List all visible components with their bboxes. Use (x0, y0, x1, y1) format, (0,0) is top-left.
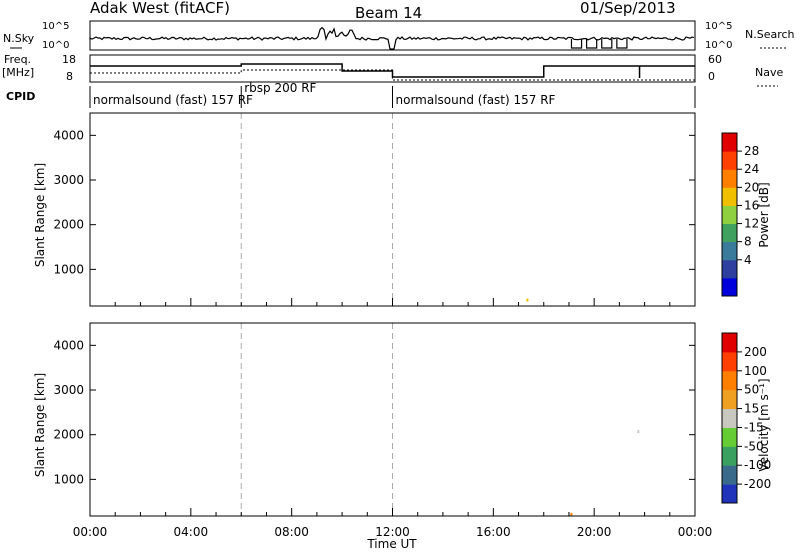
freq-panel (89, 54, 696, 83)
colorbar-segment (722, 351, 737, 372)
colorbar-segment (722, 427, 737, 447)
data-cell (637, 430, 640, 434)
cpid-label: CPID (6, 90, 35, 103)
cpid-segment-label: normalsound (fast) 157 RF (93, 93, 253, 107)
colorbar-tick: 28 (744, 144, 759, 158)
colorbar-segment (722, 484, 737, 504)
colorbar-tick: 24 (744, 162, 759, 176)
velocity-cbar-label: Velocity [m s⁻¹] (757, 378, 771, 471)
beam-label: Beam 14 (355, 4, 422, 22)
velocity-colorbar: 200 100 50 15 -15 -50 -100 -200 (721, 332, 771, 504)
colorbar-tick: -15 (744, 420, 764, 434)
x-axis-label: Time UT (366, 537, 417, 551)
colorbar-segment (722, 151, 737, 170)
power-cbar-label: Power [dB] (757, 182, 771, 247)
colorbar-segment (722, 389, 737, 410)
nsky-trace (89, 26, 695, 50)
colorbar-tick: 50 (744, 383, 759, 397)
nsearch-label: N.Search (745, 28, 795, 41)
colorbar-segment (722, 133, 737, 152)
freq-trace (90, 63, 695, 78)
colorbar-segment (722, 446, 737, 466)
x-tick-label: 04:00 (174, 525, 209, 539)
title: Adak West (fitACF) (90, 0, 230, 17)
mhz-label: [MHz] (2, 66, 34, 79)
nave-label: Nave (755, 66, 783, 79)
colorbar-tick: -100 (744, 458, 771, 472)
nsky-tick-lo: 10^0 (42, 40, 69, 51)
colorbar-segment (722, 223, 737, 243)
data-cell (570, 512, 573, 516)
nsearch-tick-hi: 10^5 (705, 21, 732, 32)
colorbar-tick: -50 (744, 439, 764, 453)
nave-trace (90, 69, 695, 81)
colorbar-segment (722, 465, 737, 485)
nsearch-tick-lo: 10^0 (705, 40, 732, 51)
y-tick-label: 2000 (53, 218, 84, 232)
colorbar-tick: 8 (744, 235, 752, 249)
x-tick-label: 12:00 (375, 525, 410, 539)
colorbar-tick: 100 (744, 364, 767, 378)
y-tick-label: 1000 (53, 262, 84, 276)
colorbar-segment (722, 370, 737, 391)
nave-tick-hi: 60 (708, 53, 722, 66)
nsky-label: N.Sky (3, 32, 35, 45)
colorbar-tick: 4 (744, 253, 752, 267)
nsky-panel (89, 20, 696, 51)
x-tick-label: 16:00 (476, 525, 511, 539)
colorbar-segment (722, 333, 737, 353)
cpid-segment-label: normalsound (fast) 157 RF (396, 93, 556, 107)
colorbar-segment (722, 169, 737, 188)
colorbar-segment (722, 187, 737, 206)
y-tick-label: 3000 (53, 173, 84, 187)
colorbar-segment (722, 277, 737, 297)
nsearch-trace (601, 39, 613, 49)
date-label: 01/Sep/2013 (580, 0, 676, 17)
colorbar-tick: 16 (744, 198, 759, 212)
nsearch-trace (586, 39, 598, 49)
colorbar-tick: 200 (744, 345, 767, 359)
nsearch-trace (570, 39, 583, 49)
colorbar-segment (722, 205, 737, 225)
colorbar-tick: 15 (744, 402, 759, 416)
power-colorbar: 28 24 20 16 12 8 4 (721, 132, 759, 297)
colorbar-frame (721, 332, 738, 504)
y-tick-label: 4000 (53, 128, 84, 142)
colorbar-tick: 20 (744, 180, 759, 194)
nsky-tick-hi: 10^5 (42, 21, 69, 32)
nave-tick-lo: 0 (708, 70, 715, 83)
y-tick-label: 1000 (53, 472, 84, 486)
data-cell (526, 298, 529, 302)
colorbar-tick: -200 (744, 477, 771, 491)
x-tick-label: 00:00 (73, 525, 108, 539)
freq-tick-hi: 18 (62, 53, 76, 66)
x-tick-label: 00:00 (678, 525, 713, 539)
power-ylabel: Slant Range [km] (33, 163, 47, 267)
velocity-panel: 1000 2000 3000 4000 (53, 322, 696, 517)
top-traces (89, 26, 787, 87)
freq-label: Freq. (4, 53, 31, 66)
nsearch-trace (616, 39, 628, 49)
colorbar-segment (722, 259, 737, 279)
colorbar-segment (722, 241, 737, 261)
freq-tick-lo: 8 (66, 70, 73, 83)
velocity-ylabel: Slant Range [km] (33, 373, 47, 477)
colorbar-tick: 12 (744, 217, 759, 231)
x-tick-label: 08:00 (274, 525, 309, 539)
y-tick-label: 3000 (53, 383, 84, 397)
colorbar-segment (722, 408, 737, 428)
y-tick-label: 2000 (53, 428, 84, 442)
x-tick-labels: 00:00 04:00 08:00 12:00 16:00 20:00 00:00 (73, 525, 713, 539)
y-tick-label: 4000 (53, 338, 84, 352)
colorbar-frame (721, 132, 738, 297)
power-panel: 1000 2000 3000 4000 (53, 112, 696, 307)
x-tick-label: 20:00 (577, 525, 612, 539)
cpid-segment-label: rbsp 200 RF (244, 81, 316, 95)
